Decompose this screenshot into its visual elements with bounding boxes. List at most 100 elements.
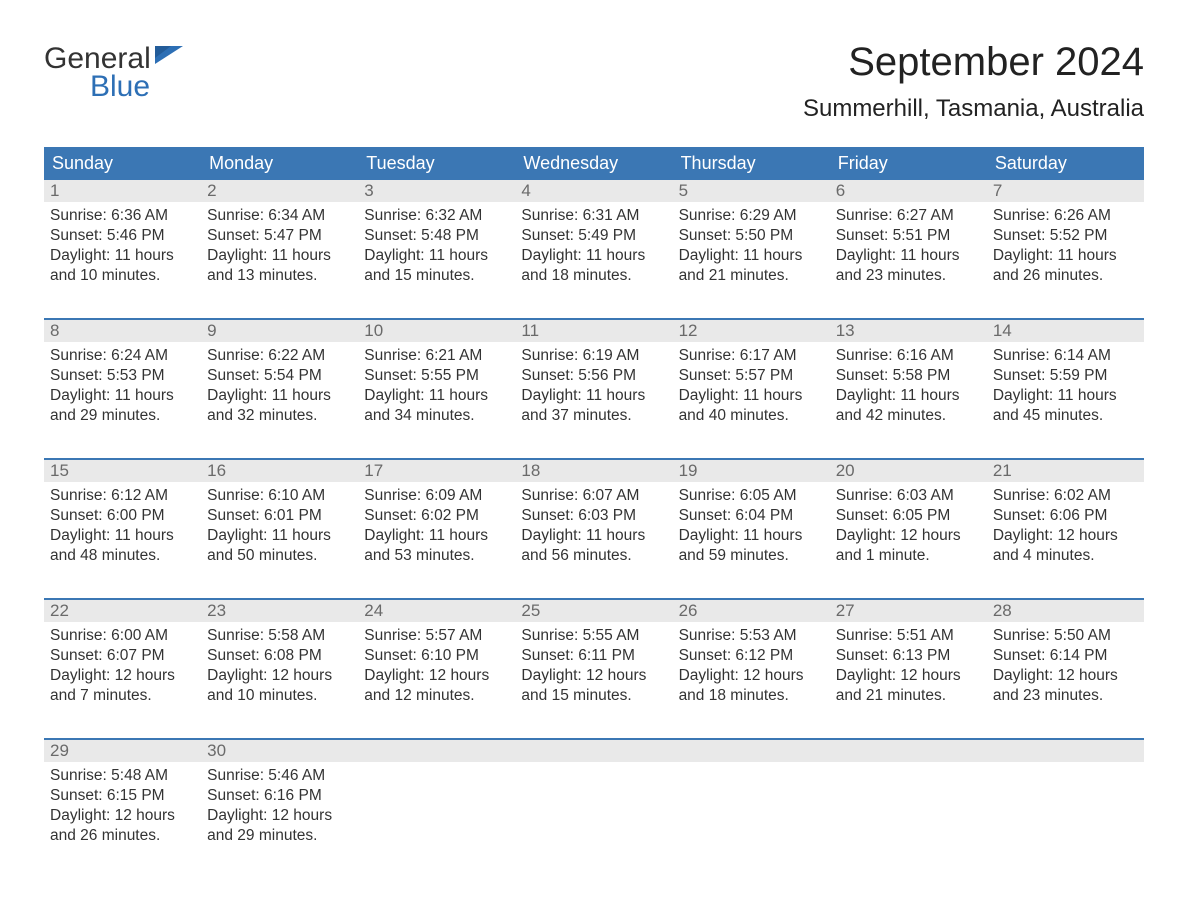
daylight-line: Daylight: 11 hours and 26 minutes.: [993, 246, 1138, 286]
day-cell: 15Sunrise: 6:12 AMSunset: 6:00 PMDayligh…: [44, 460, 201, 580]
day-body: Sunrise: 6:17 AMSunset: 5:57 PMDaylight:…: [673, 342, 830, 433]
sunrise-line: Sunrise: 6:26 AM: [993, 206, 1138, 226]
calendar-week: 1Sunrise: 6:36 AMSunset: 5:46 PMDaylight…: [44, 180, 1144, 300]
day-body: Sunrise: 6:31 AMSunset: 5:49 PMDaylight:…: [515, 202, 672, 293]
daylight-line: Daylight: 11 hours and 23 minutes.: [836, 246, 981, 286]
day-number: 28: [987, 600, 1144, 622]
sunrise-line: Sunrise: 6:29 AM: [679, 206, 824, 226]
sunrise-line: Sunrise: 6:22 AM: [207, 346, 352, 366]
daylight-line: Daylight: 11 hours and 13 minutes.: [207, 246, 352, 286]
day-body: Sunrise: 6:14 AMSunset: 5:59 PMDaylight:…: [987, 342, 1144, 433]
daylight-line: Daylight: 11 hours and 40 minutes.: [679, 386, 824, 426]
day-cell: 14Sunrise: 6:14 AMSunset: 5:59 PMDayligh…: [987, 320, 1144, 440]
daylight-line: Daylight: 11 hours and 15 minutes.: [364, 246, 509, 286]
day-cell: 6Sunrise: 6:27 AMSunset: 5:51 PMDaylight…: [830, 180, 987, 300]
day-cell: 30Sunrise: 5:46 AMSunset: 6:16 PMDayligh…: [201, 740, 358, 860]
day-cell: 19Sunrise: 6:05 AMSunset: 6:04 PMDayligh…: [673, 460, 830, 580]
sunrise-line: Sunrise: 6:14 AM: [993, 346, 1138, 366]
day-number: 27: [830, 600, 987, 622]
day-number: 19: [673, 460, 830, 482]
sunrise-line: Sunrise: 6:07 AM: [521, 486, 666, 506]
sunset-line: Sunset: 5:47 PM: [207, 226, 352, 246]
day-cell: 24Sunrise: 5:57 AMSunset: 6:10 PMDayligh…: [358, 600, 515, 720]
day-cell: 1Sunrise: 6:36 AMSunset: 5:46 PMDaylight…: [44, 180, 201, 300]
day-number: [515, 740, 672, 762]
sunset-line: Sunset: 5:49 PM: [521, 226, 666, 246]
flag-icon: [155, 40, 183, 70]
day-number: 12: [673, 320, 830, 342]
sunrise-line: Sunrise: 5:48 AM: [50, 766, 195, 786]
day-number: 16: [201, 460, 358, 482]
day-body: Sunrise: 6:24 AMSunset: 5:53 PMDaylight:…: [44, 342, 201, 433]
sunrise-line: Sunrise: 6:00 AM: [50, 626, 195, 646]
day-cell: 7Sunrise: 6:26 AMSunset: 5:52 PMDaylight…: [987, 180, 1144, 300]
calendar-week: 22 Sunrise: 6:00 AMSunset: 6:07 PM Dayligh…: [44, 598, 1144, 720]
day-body: Sunrise: 5:53 AMSunset: 6:12 PMDaylight:…: [673, 622, 830, 713]
sunset-line: Sunset: 6:07 PM: [50, 646, 195, 666]
day-number: 25: [515, 600, 672, 622]
title-block: September 2024 Summerhill, Tasmania, Aus…: [803, 40, 1144, 123]
weekday-label: Tuesday: [358, 147, 515, 180]
day-number: 30: [201, 740, 358, 762]
day-number: 5: [673, 180, 830, 202]
day-body: Sunrise: 5:55 AMSunset: 6:11 PMDaylight:…: [515, 622, 672, 713]
sunset-line: Sunset: 5:55 PM: [364, 366, 509, 386]
daylight-line: Daylight: 12 hours and 21 minutes.: [836, 666, 981, 706]
daylight-line: Daylight: 11 hours and 56 minutes.: [521, 526, 666, 566]
location-label: Summerhill, Tasmania, Australia: [803, 95, 1144, 123]
day-body: Sunrise: 6:26 AMSunset: 5:52 PMDaylight:…: [987, 202, 1144, 293]
day-cell: 26Sunrise: 5:53 AMSunset: 6:12 PMDayligh…: [673, 600, 830, 720]
sunset-line: Sunset: 5:51 PM: [836, 226, 981, 246]
day-body: Sunrise: 6:36 AMSunset: 5:46 PMDaylight:…: [44, 202, 201, 293]
sunset-line: Sunset: 5:53 PM: [50, 366, 195, 386]
day-body: Sunrise: 5:46 AMSunset: 6:16 PMDaylight:…: [201, 762, 358, 853]
daylight-line: Daylight: 12 hours and 4 minutes.: [993, 526, 1138, 566]
sunset-line: Sunset: 6:00 PM: [50, 506, 195, 526]
day-body: Sunrise: 6:05 AMSunset: 6:04 PMDaylight:…: [673, 482, 830, 573]
day-number: 9: [201, 320, 358, 342]
day-cell: 16Sunrise: 6:10 AMSunset: 6:01 PMDayligh…: [201, 460, 358, 580]
day-number: 22: [44, 600, 201, 622]
day-cell: 23Sunrise: 5:58 AMSunset: 6:08 PMDayligh…: [201, 600, 358, 720]
daylight-line: Daylight: 11 hours and 10 minutes.: [50, 246, 195, 286]
sunrise-line: Sunrise: 6:17 AM: [679, 346, 824, 366]
sunset-line: Sunset: 6:16 PM: [207, 786, 352, 806]
logo-top-row: General: [44, 40, 183, 74]
sunrise-line: Sunrise: 6:09 AM: [364, 486, 509, 506]
month-title: September 2024: [803, 40, 1144, 85]
day-cell: 3Sunrise: 6:32 AMSunset: 5:48 PMDaylight…: [358, 180, 515, 300]
day-cell: 9 Sunrise: 6:22 AMSunset: 5:54 PMDaylight…: [201, 320, 358, 440]
day-cell: [358, 740, 515, 860]
sunrise-line: Sunrise: 6:32 AM: [364, 206, 509, 226]
day-number: 21: [987, 460, 1144, 482]
logo: General Blue: [44, 40, 183, 102]
sunrise-line: Sunrise: 5:51 AM: [836, 626, 981, 646]
calendar-week: 8Sunrise: 6:24 AMSunset: 5:53 PMDaylight…: [44, 318, 1144, 440]
sunset-line: Sunset: 6:14 PM: [993, 646, 1138, 666]
day-body: Sunrise: 5:58 AMSunset: 6:08 PMDaylight:…: [201, 622, 358, 713]
weekday-label: Wednesday: [515, 147, 672, 180]
day-body: Sunrise: 6:32 AMSunset: 5:48 PMDaylight:…: [358, 202, 515, 293]
day-body: Sunrise: 6:07 AMSunset: 6:03 PMDaylight:…: [515, 482, 672, 573]
weekday-label: Friday: [830, 147, 987, 180]
sunrise-line: Sunrise: 6:19 AM: [521, 346, 666, 366]
daylight-line: Daylight: 11 hours and 32 minutes.: [207, 386, 352, 426]
daylight-line: Daylight: 11 hours and 34 minutes.: [364, 386, 509, 426]
weekday-label: Sunday: [44, 147, 201, 180]
day-body: Sunrise: 6:34 AMSunset: 5:47 PMDaylight:…: [201, 202, 358, 293]
day-number: 6: [830, 180, 987, 202]
day-cell: 8Sunrise: 6:24 AMSunset: 5:53 PMDaylight…: [44, 320, 201, 440]
day-body: Sunrise: 5:51 AMSunset: 6:13 PMDaylight:…: [830, 622, 987, 713]
day-body: Sunrise: 6:10 AMSunset: 6:01 PMDaylight:…: [201, 482, 358, 573]
day-number: 11: [515, 320, 672, 342]
day-cell: 18Sunrise: 6:07 AMSunset: 6:03 PMDayligh…: [515, 460, 672, 580]
sunrise-line: Sunrise: 5:46 AM: [207, 766, 352, 786]
day-body: Sunrise: 6:19 AMSunset: 5:56 PMDaylight:…: [515, 342, 672, 433]
daylight-line: Daylight: 11 hours and 37 minutes.: [521, 386, 666, 426]
sunset-line: Sunset: 6:12 PM: [679, 646, 824, 666]
sunset-line: Sunset: 5:54 PM: [207, 366, 352, 386]
day-cell: 17Sunrise: 6:09 AMSunset: 6:02 PMDayligh…: [358, 460, 515, 580]
day-number: 13: [830, 320, 987, 342]
daylight-line: Daylight: 12 hours and 15 minutes.: [521, 666, 666, 706]
sunset-line: Sunset: 6:10 PM: [364, 646, 509, 666]
